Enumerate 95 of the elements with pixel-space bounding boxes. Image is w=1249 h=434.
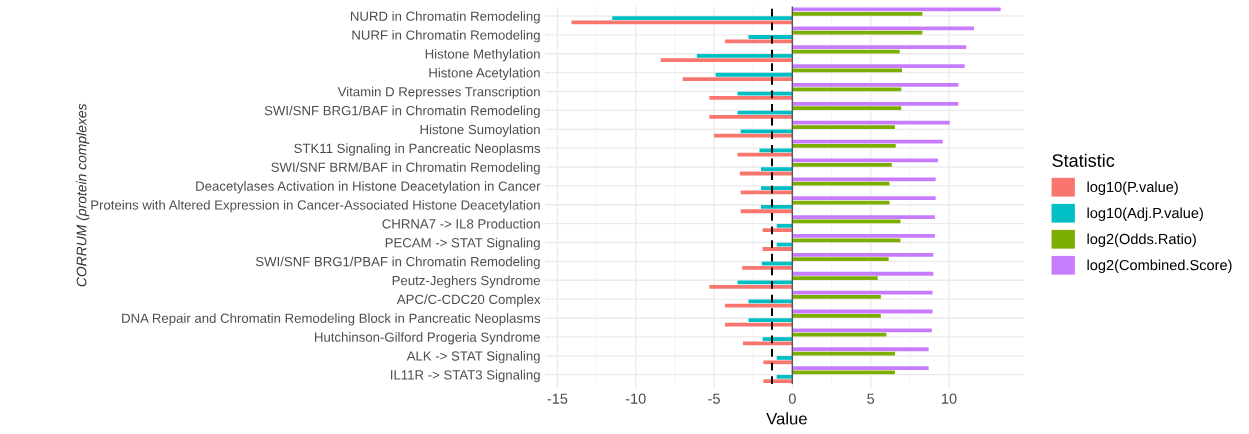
bar bbox=[762, 228, 793, 233]
y-tick-label: Histone Acetylation bbox=[429, 67, 540, 81]
y-tick-label: Histone Methylation bbox=[425, 48, 540, 62]
bar bbox=[696, 53, 793, 58]
legend-label: log2(Odds.Ratio) bbox=[1087, 233, 1196, 248]
bar bbox=[748, 35, 793, 39]
bar bbox=[792, 290, 933, 295]
x-tick-label: -5 bbox=[708, 393, 720, 404]
x-tick-label: 5 bbox=[867, 393, 875, 404]
y-tick-label: SWI/SNF BRM/BAF in Chromatin Remodeling bbox=[271, 162, 540, 175]
x-tick-label: 10 bbox=[941, 393, 957, 404]
bar bbox=[776, 223, 793, 228]
y-tick-label: NURF in Chromatin Remodeling bbox=[352, 30, 540, 43]
bar bbox=[612, 16, 793, 21]
y-tick-label: Peutz-Jeghers Syndrome bbox=[392, 275, 540, 288]
bar bbox=[759, 148, 793, 153]
bar bbox=[737, 91, 793, 96]
bar bbox=[792, 271, 934, 276]
bar bbox=[792, 83, 959, 87]
y-tick-label: DNA Repair and Chromatin Remodeling Block in Pancreatic Neoplasms bbox=[122, 313, 541, 326]
y-tick-label: CHRNA7 -> IL8 Production bbox=[382, 218, 540, 229]
bar bbox=[776, 242, 793, 247]
bar bbox=[761, 205, 793, 209]
bar bbox=[763, 360, 793, 365]
bar bbox=[709, 284, 793, 289]
bar bbox=[792, 87, 902, 92]
y-tick-label: APC/C-CDC20 Complex bbox=[396, 294, 541, 307]
bar bbox=[792, 177, 936, 182]
bar bbox=[792, 234, 935, 238]
bar bbox=[763, 379, 793, 384]
bar bbox=[792, 347, 929, 352]
bar bbox=[761, 186, 793, 190]
bar bbox=[725, 39, 793, 44]
bar bbox=[740, 190, 793, 195]
y-tick-label: SWI/SNF BRG1/PBAF in Chromatin Remodeling bbox=[255, 256, 540, 269]
y-tick-label: STK11 Signaling in Pancreatic Neoplasms bbox=[294, 143, 541, 156]
bar bbox=[792, 181, 890, 186]
bar bbox=[792, 26, 975, 31]
bar bbox=[792, 328, 932, 333]
bar bbox=[709, 114, 793, 119]
x-tick-label: -15 bbox=[547, 393, 568, 404]
bar bbox=[748, 318, 793, 323]
legend-label: log2(Combined.Score) bbox=[1087, 259, 1232, 274]
bar bbox=[792, 215, 935, 219]
y-tick-label: Histone Sumoylation bbox=[420, 124, 540, 137]
bar bbox=[682, 77, 793, 81]
y-tick-label: SWI/SNF BRG1/BAF in Chromatin Remodeling bbox=[264, 105, 540, 118]
bar bbox=[792, 332, 887, 337]
y-tick-label: IL11R -> STAT3 Signaling bbox=[391, 369, 540, 383]
x-tick-label: 0 bbox=[788, 393, 796, 404]
bar bbox=[714, 133, 793, 138]
bar bbox=[748, 299, 793, 304]
bar bbox=[740, 209, 793, 214]
bar bbox=[761, 167, 793, 172]
bar bbox=[792, 257, 889, 262]
y-axis-title: CORRUM (protein complexes bbox=[76, 103, 90, 287]
bar bbox=[792, 101, 959, 106]
bar bbox=[792, 106, 902, 111]
bar bbox=[742, 266, 793, 270]
legend-label: log10(P.value) bbox=[1087, 181, 1178, 195]
bar bbox=[792, 313, 881, 318]
bar bbox=[792, 120, 950, 125]
bar bbox=[792, 11, 923, 16]
bar bbox=[725, 303, 793, 308]
bar bbox=[792, 252, 934, 257]
bar bbox=[792, 144, 896, 148]
bar bbox=[792, 45, 967, 50]
bar bbox=[792, 196, 936, 201]
bar bbox=[792, 276, 878, 280]
bar bbox=[737, 152, 793, 157]
bar bbox=[762, 337, 793, 341]
y-tick-label: Hutchinson-Gilford Progeria Syndrome bbox=[315, 332, 540, 345]
y-tick-label: Vitamin D Represses Transcription bbox=[337, 86, 540, 99]
y-tick-label: Deacetylases Activation in Histone Deacetylation in Cancer bbox=[196, 181, 541, 194]
y-tick-label: PECAM -> STAT Signaling bbox=[385, 237, 540, 251]
x-axis-title: Value bbox=[766, 412, 807, 425]
bar bbox=[776, 374, 793, 379]
bar bbox=[792, 295, 881, 299]
bar bbox=[762, 247, 793, 251]
bar bbox=[776, 356, 793, 360]
legend-title: Statistic bbox=[1052, 153, 1115, 167]
bar bbox=[660, 58, 793, 63]
bar bbox=[715, 72, 793, 77]
bar bbox=[792, 238, 901, 243]
bar bbox=[792, 64, 965, 68]
bar bbox=[792, 125, 895, 129]
bar bbox=[792, 366, 929, 371]
y-tick-label: NURD in Chromatin Remodeling bbox=[350, 11, 540, 24]
legend-label: log10(Adj.P.value) bbox=[1087, 207, 1203, 222]
y-tick-label: Proteins with Altered Expression in Cancer-Associated Histone Deacetylation bbox=[91, 199, 540, 213]
x-tick-label: -10 bbox=[625, 393, 646, 404]
bar bbox=[792, 162, 892, 167]
bar bbox=[792, 30, 923, 35]
y-tick-label: ALK -> STAT Signaling bbox=[406, 350, 540, 364]
bar bbox=[709, 96, 793, 100]
